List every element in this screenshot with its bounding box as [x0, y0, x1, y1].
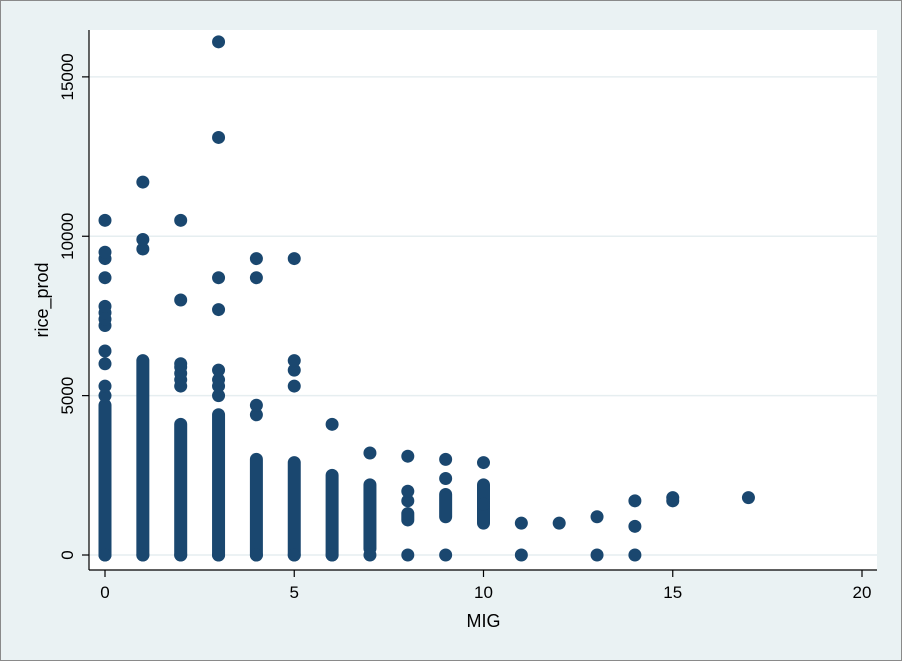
axes: 0 5000 10000 15000 0 5 10 15 20: [58, 30, 877, 602]
point-cluster: [212, 408, 226, 562]
data-point: [174, 548, 188, 562]
data-point: [174, 293, 188, 307]
data-point: [98, 389, 112, 403]
x-tick-label: 10: [474, 583, 493, 602]
data-point: [477, 497, 490, 511]
data-point: [401, 548, 415, 562]
data-point: [249, 408, 263, 422]
data-point: [136, 175, 150, 189]
point-cluster: [287, 456, 301, 562]
data-point: [287, 252, 301, 266]
data-point: [212, 303, 226, 317]
data-point: [287, 363, 301, 377]
data-point: [212, 130, 226, 144]
data-point: [552, 516, 566, 530]
data-point: [325, 417, 339, 431]
data-point: [666, 491, 680, 505]
data-point: [212, 373, 226, 387]
x-tick-label: 20: [853, 583, 872, 602]
point-cluster: [249, 452, 263, 562]
data-point: [628, 494, 642, 508]
data-point: [98, 299, 112, 313]
point-cluster: [98, 398, 112, 562]
data-point: [98, 245, 112, 259]
data-point: [136, 548, 150, 562]
data-point: [477, 456, 490, 470]
data-point: [439, 548, 453, 562]
point-cluster: [439, 487, 453, 524]
data-point: [363, 548, 377, 562]
data-point: [287, 379, 301, 393]
point-cluster: [136, 354, 150, 562]
data-point: [514, 516, 528, 530]
data-point: [741, 491, 755, 505]
point-cluster: [363, 478, 377, 556]
data-point: [212, 389, 226, 403]
point-cluster: [401, 507, 415, 527]
data-point: [590, 548, 604, 562]
data-point: [439, 472, 453, 485]
data-point: [212, 363, 226, 377]
data-point: [249, 398, 263, 412]
data-point: [363, 446, 377, 460]
point-cluster: [325, 468, 339, 562]
data-point: [98, 344, 112, 358]
data-point: [249, 271, 263, 285]
point-cluster: [174, 417, 188, 562]
y-tick-label: 0: [58, 550, 77, 559]
data-point: [628, 548, 642, 562]
data-point: [439, 452, 453, 466]
data-point: [98, 379, 112, 393]
data-point: [136, 232, 150, 246]
data-point: [98, 213, 112, 227]
data-point: [514, 548, 528, 562]
x-tick-label: 5: [290, 583, 299, 602]
data-point: [287, 548, 301, 562]
data-point: [212, 271, 226, 285]
data-point: [249, 548, 263, 562]
data-point: [628, 519, 642, 533]
data-point: [401, 484, 415, 498]
data-point: [325, 548, 339, 562]
x-tick-label: 0: [100, 583, 109, 602]
data-point: [136, 242, 150, 256]
data-point: [174, 357, 188, 371]
data-point: [98, 357, 112, 371]
y-tick-label: 10000: [58, 213, 77, 260]
data-points: [98, 35, 755, 562]
data-point: [401, 449, 415, 463]
data-point: [249, 252, 263, 266]
data-point: [287, 354, 301, 368]
y-tick-label: 5000: [58, 377, 77, 415]
data-point: [590, 510, 604, 524]
data-point: [212, 35, 226, 49]
data-point: [98, 548, 112, 562]
x-tick-label: 15: [663, 583, 682, 602]
data-point: [401, 494, 415, 508]
y-tick-label: 15000: [58, 53, 77, 100]
data-point: [98, 271, 112, 285]
x-axis-title: MIG: [467, 611, 501, 631]
data-point: [212, 548, 226, 562]
y-axis-title: rice_prod: [32, 262, 53, 337]
data-point: [174, 213, 188, 227]
